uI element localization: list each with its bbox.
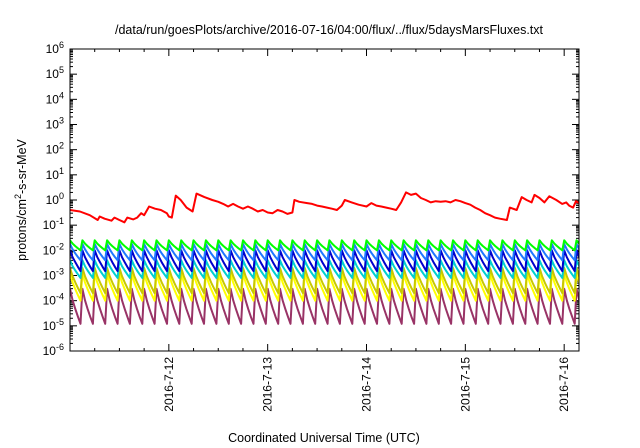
y-axis-label-suffix: -s-sr-MeV <box>15 138 29 194</box>
y-tick-label: 10-6 <box>43 342 64 358</box>
y-axis-ticks: 106 105 104 103 102 101 100 10-1 10-2 10-3 10-4 10-… <box>43 40 579 358</box>
series-layer <box>70 191 579 325</box>
y-axis-label-prefix: protons/cm <box>15 199 29 261</box>
y-axis-label: protons/cm2-s-sr-MeV <box>13 138 29 260</box>
x-tick-label: 2016-7-15 <box>458 357 472 412</box>
y-tick-label: 100 <box>46 191 64 207</box>
y-axis-label-superscript: 2 <box>13 194 23 199</box>
x-tick-label: 2016-7-14 <box>360 357 374 412</box>
y-tick-label: 104 <box>46 90 64 106</box>
x-axis-label: Coordinated Universal Time (UTC) <box>228 431 420 445</box>
plot-frame <box>69 48 580 352</box>
y-tick-label: 105 <box>46 65 64 81</box>
y-tick-label: 102 <box>46 141 64 157</box>
y-tick-label: 10-3 <box>43 267 64 283</box>
y-tick-label: 10-4 <box>43 292 64 308</box>
chart-title: /data/run/goesPlots/archive/2016-07-16/0… <box>115 23 544 37</box>
y-tick-label: 103 <box>46 116 64 132</box>
svg-text:protons/cm2-s-sr-MeV: protons/cm2-s-sr-MeV <box>13 138 29 260</box>
flux-series-line <box>70 287 579 325</box>
y-tick-label: 101 <box>46 166 64 182</box>
y-tick-label: 10-2 <box>43 241 64 257</box>
x-axis-ticks: 2016-7-12 2016-7-13 2016-7-14 2016-7-15 2016… <box>69 49 571 412</box>
x-tick-label: 2016-7-16 <box>557 357 571 412</box>
x-tick-label: 2016-7-13 <box>261 357 275 412</box>
flux-series-line <box>70 239 579 252</box>
y-tick-label: 10-1 <box>43 216 64 232</box>
y-tick-label: 106 <box>46 40 64 56</box>
y-tick-label: 10-5 <box>43 317 64 333</box>
red-flux-series-line <box>70 191 579 224</box>
x-tick-label: 2016-7-12 <box>162 357 176 412</box>
